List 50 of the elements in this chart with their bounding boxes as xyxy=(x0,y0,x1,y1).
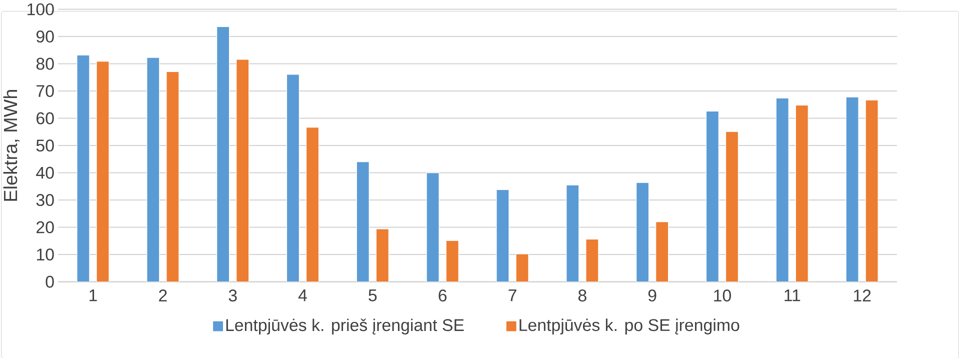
x-tick-label: 10 xyxy=(714,289,731,302)
y-tick-label: 80 xyxy=(36,58,54,70)
x-tick-label: 8 xyxy=(578,289,586,302)
bar xyxy=(166,71,180,282)
x-tick-label: 12 xyxy=(854,289,871,302)
bar xyxy=(706,110,719,282)
bar xyxy=(446,240,459,282)
x-tick-label: 9 xyxy=(648,289,656,302)
bar xyxy=(846,96,859,282)
x-tick-label: 6 xyxy=(438,289,447,302)
y-tick-label: 90 xyxy=(36,30,54,42)
bar xyxy=(236,58,250,282)
y-axis-title: Elektra, MWh xyxy=(3,90,20,201)
x-tick-label: 3 xyxy=(228,289,237,302)
x-tick-label: 11 xyxy=(784,289,800,301)
x-tick-label: 5 xyxy=(368,289,377,302)
y-tick-label: 40 xyxy=(36,166,54,179)
bar xyxy=(776,98,789,282)
bar xyxy=(725,131,739,282)
bar xyxy=(76,54,90,282)
bar xyxy=(865,100,878,282)
bar xyxy=(376,228,389,282)
bar xyxy=(566,184,580,282)
bar xyxy=(216,26,230,282)
y-tick-label: 30 xyxy=(36,194,54,206)
y-tick-label: 10 xyxy=(36,248,54,260)
legend-label: Lentpjūvės k. po SE įrengimo xyxy=(520,318,740,334)
y-tick-label: 50 xyxy=(36,139,54,152)
bar xyxy=(516,253,529,282)
bar xyxy=(795,104,808,282)
bar xyxy=(586,238,599,282)
y-tick-label: 60 xyxy=(36,112,54,124)
bar xyxy=(306,126,320,282)
y-tick-label: 20 xyxy=(36,221,54,234)
bar xyxy=(286,74,300,282)
x-tick-label: 7 xyxy=(508,289,516,301)
bar xyxy=(636,182,650,282)
x-tick-label: 2 xyxy=(159,289,167,302)
legend-label: Lentpjūvės k. prieš įrengiant SE xyxy=(226,318,464,334)
bar xyxy=(146,57,160,282)
bar xyxy=(496,189,510,282)
y-tick-label: 70 xyxy=(36,84,54,97)
x-tick-label: 4 xyxy=(298,289,307,301)
bar xyxy=(96,60,110,282)
x-tick-label: 1 xyxy=(90,289,97,301)
bar xyxy=(426,172,440,282)
y-tick-label: 100 xyxy=(28,3,54,16)
y-tick-label: 0 xyxy=(46,276,54,288)
bar xyxy=(356,161,370,282)
bar xyxy=(656,221,669,282)
